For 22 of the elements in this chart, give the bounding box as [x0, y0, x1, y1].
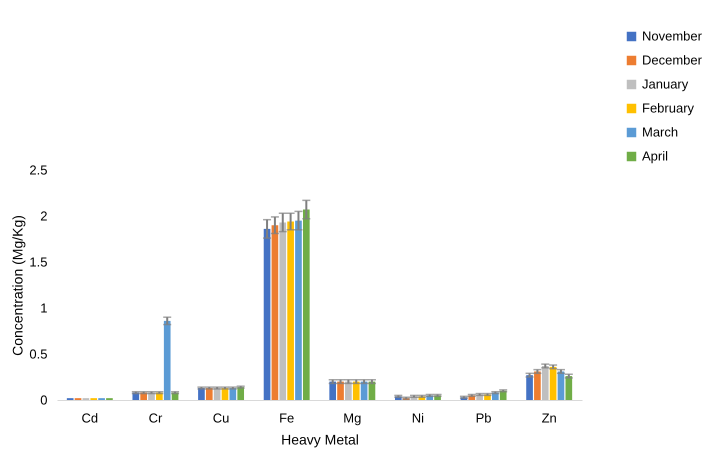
- x-tick-label: Mg: [343, 410, 362, 426]
- x-tick-label: Ni: [412, 410, 424, 426]
- legend-label: March: [642, 124, 678, 140]
- x-tick-label: Cu: [212, 410, 230, 426]
- y-axis-title: Concentration (Mg/Kg): [9, 215, 26, 356]
- legend-label: April: [642, 148, 668, 164]
- legend-label: December: [642, 52, 703, 68]
- legend-label: January: [642, 76, 689, 92]
- x-tick-label: Zn: [542, 410, 557, 426]
- legend-label: November: [642, 28, 703, 44]
- y-tick-label: 2: [40, 208, 48, 224]
- x-tick-label: Cr: [148, 410, 163, 426]
- x-tick-label: Cd: [82, 410, 98, 426]
- y-tick-label: 1: [40, 300, 48, 316]
- y-tick-label: 1.5: [29, 254, 48, 270]
- y-tick-label: 0.5: [29, 346, 48, 362]
- y-tick-label: 2.5: [29, 162, 48, 178]
- x-tick-label: Pb: [476, 410, 492, 426]
- x-tick-label: Fe: [279, 410, 294, 426]
- y-tick-label: 0: [40, 392, 48, 408]
- x-axis-title: Heavy Metal: [281, 432, 359, 448]
- legend-label: February: [642, 100, 695, 116]
